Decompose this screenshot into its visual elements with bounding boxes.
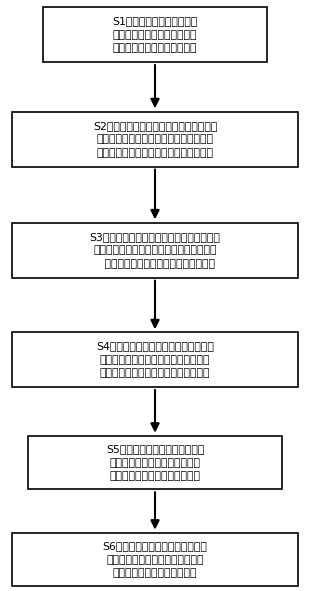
- FancyBboxPatch shape: [12, 533, 298, 586]
- Text: S4、打开阀门将电解后的废水通往至曝
气槽，利用溶气气浮机对废水进行溶气
气浮处理后，通过曝气平板陶瓷膜过滤: S4、打开阀门将电解后的废水通往至曝 气槽，利用溶气气浮机对废水进行溶气 气浮处…: [96, 341, 214, 378]
- FancyBboxPatch shape: [12, 112, 298, 167]
- Text: S6、将消毒后的废水经由增压泵注
入至精密过滤器中，然后依次经过
活性炭过滤器和反渗透膜出水: S6、将消毒后的废水经由增压泵注 入至精密过滤器中，然后依次经过 活性炭过滤器和…: [103, 541, 207, 578]
- Text: S5、过滤后的废水输送至消毒池
内进行集中隔离处理，废水在消
毒池内加氯消毒并静置一段时间: S5、过滤后的废水输送至消毒池 内进行集中隔离处理，废水在消 毒池内加氯消毒并静…: [106, 444, 204, 481]
- FancyBboxPatch shape: [12, 223, 298, 278]
- Text: S1、将待处理的生活废水统
一排放至安装有格栅的废水调
节池内，针对性调节水质水量: S1、将待处理的生活废水统 一排放至安装有格栅的废水调 节池内，针对性调节水质水…: [112, 16, 198, 53]
- Text: S2、通过输送泵将废水调节池内的废水抽
入至电解槽中，采用高频高压脉冲电源向
电解槽内的电极通电对生活废水进行电解: S2、通过输送泵将废水调节池内的废水抽 入至电解槽中，采用高频高压脉冲电源向 电…: [93, 121, 217, 158]
- Text: S3、电解的同时利用电极之间设置的呼吸式
助凝组件，不断收集电解产生的絮状物，并
   对两侧的电极表面进行钝化膜扫除工作: S3、电解的同时利用电极之间设置的呼吸式 助凝组件，不断收集电解产生的絮状物，并…: [90, 232, 220, 269]
- FancyBboxPatch shape: [43, 7, 267, 62]
- FancyBboxPatch shape: [12, 332, 298, 387]
- FancyBboxPatch shape: [28, 436, 282, 489]
